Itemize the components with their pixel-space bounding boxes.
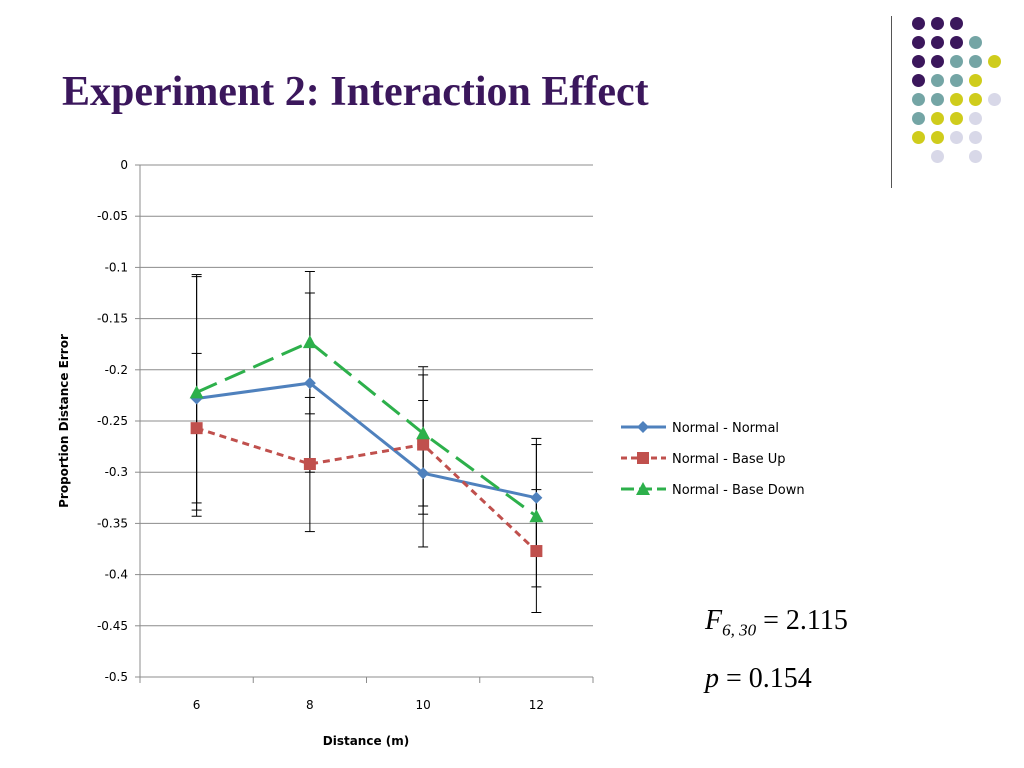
decorative-dot [969,150,982,163]
y-tick-label: -0.2 [105,363,128,377]
x-tick-label: 10 [415,698,430,712]
y-tick-label: -0.15 [97,312,128,326]
decorative-dot [950,112,963,125]
series-line [196,381,537,500]
y-tick-label: -0.05 [97,209,128,223]
slide-title: Experiment 2: Interaction Effect [62,69,649,115]
y-tick-label: -0.45 [97,619,128,633]
f-statistic: F6, 30 = 2.115 [705,605,848,641]
data-point [530,545,543,558]
decorative-dot [988,93,1001,106]
y-tick-label: 0 [120,158,128,172]
decorative-dot [912,74,925,87]
y-tick-label: -0.5 [105,670,128,684]
decorative-dot [950,36,963,49]
decorative-dot [950,93,963,106]
data-point [189,385,204,399]
data-point [303,458,316,471]
data-point [417,438,430,451]
y-tick-label: -0.4 [105,568,128,582]
decorative-dot [969,55,982,68]
decorative-dot [969,112,982,125]
decorative-dot [912,36,925,49]
x-tick-label: 6 [193,698,201,712]
legend-label: Normal - Base Up [672,452,786,467]
data-point [416,426,431,440]
data-point [529,509,544,523]
f-label: F [705,605,723,636]
p-value: = 0.154 [719,663,812,694]
series-line [196,426,538,553]
data-point [530,491,543,504]
decorative-dot [931,17,944,30]
decorative-dot [950,74,963,87]
decorative-dot-grid [900,8,1015,168]
decorative-dot [931,131,944,144]
decorative-dot [912,131,925,144]
data-point [190,422,203,435]
x-axis-title: Distance (m) [323,734,410,748]
decorative-dot [912,93,925,106]
y-tick-label: -0.3 [105,465,128,479]
series-line [196,340,538,518]
x-tick-label: 12 [529,698,544,712]
data-point [417,467,430,480]
p-statistic: p = 0.154 [705,663,812,695]
decorative-dot [969,74,982,87]
data-point [303,377,316,390]
decorative-dot [931,112,944,125]
f-degrees-of-freedom: 6, 30 [722,620,757,640]
decorative-dot [912,17,925,30]
x-tick-label: 8 [306,698,314,712]
p-label: p [705,663,719,694]
decorative-dot [950,131,963,144]
decorative-dot [969,36,982,49]
f-value: = 2.115 [756,605,848,636]
decorative-dot [931,150,944,163]
decorative-dot [931,55,944,68]
decorative-dot [931,93,944,106]
data-point [302,335,317,349]
y-tick-label: -0.1 [105,260,128,274]
decorative-dot [931,36,944,49]
decorative-dot [969,93,982,106]
decorative-dot [950,17,963,30]
legend-marker [637,452,649,464]
decorative-dot [912,55,925,68]
decorative-dot [912,112,925,125]
y-tick-label: -0.35 [97,516,128,530]
legend-label: Normal - Normal [672,421,779,436]
decorative-dot [950,55,963,68]
legend-marker [637,421,649,433]
legend-label: Normal - Base Down [672,483,805,498]
decorative-dot [988,55,1001,68]
y-axis-title: Proportion Distance Error [57,334,71,508]
legend-marker [636,482,650,495]
decorative-dot [969,131,982,144]
y-tick-label: -0.25 [97,414,128,428]
decorative-dot [931,74,944,87]
divider-line [891,16,892,188]
